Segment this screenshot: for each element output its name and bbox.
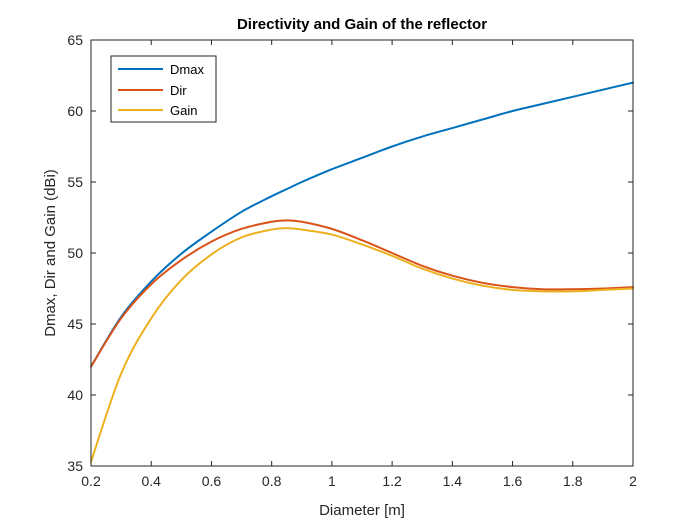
legend-label-dmax: Dmax: [170, 62, 204, 77]
legend-label-dir: Dir: [170, 83, 187, 98]
chart-title: Directivity and Gain of the reflector: [237, 16, 487, 33]
legend-label-gain: Gain: [170, 103, 197, 118]
x-tick-label: 0.2: [81, 473, 101, 489]
y-tick-label: 40: [67, 387, 83, 403]
y-tick-label: 65: [67, 32, 83, 48]
x-tick-label: 1.6: [503, 473, 523, 489]
x-tick-label: 1.2: [382, 473, 402, 489]
x-tick-label: 1.4: [443, 473, 463, 489]
x-tick-label: 1: [328, 473, 336, 489]
chart-legend: Dmax Dir Gain: [110, 55, 217, 123]
y-axis-title: Dmax, Dir and Gain (dBi): [42, 169, 59, 337]
x-tick-label: 0.8: [262, 473, 282, 489]
ticks-layer: 0.2 0.4 0.6 0.8 1 1.2 1.4 1.6 1.8 2 35 40 45 50 55 60 65: [67, 32, 637, 489]
x-tick-label: 1.8: [563, 473, 583, 489]
y-tick-label: 45: [67, 316, 83, 332]
y-tick-label: 55: [67, 174, 83, 190]
y-tick-label: 35: [67, 458, 83, 474]
y-tick-label: 60: [67, 103, 83, 119]
x-tick-label: 0.4: [141, 473, 161, 489]
series-line-dir: [90, 219, 634, 368]
x-axis-title: Diameter [m]: [319, 502, 405, 519]
series-line-dmax: [90, 81, 634, 368]
x-tick-label: 0.6: [202, 473, 222, 489]
y-tick-label: 50: [67, 245, 83, 261]
series-layer: [90, 81, 634, 463]
series-line-gain: [90, 227, 634, 463]
x-tick-label: 2: [629, 473, 637, 489]
